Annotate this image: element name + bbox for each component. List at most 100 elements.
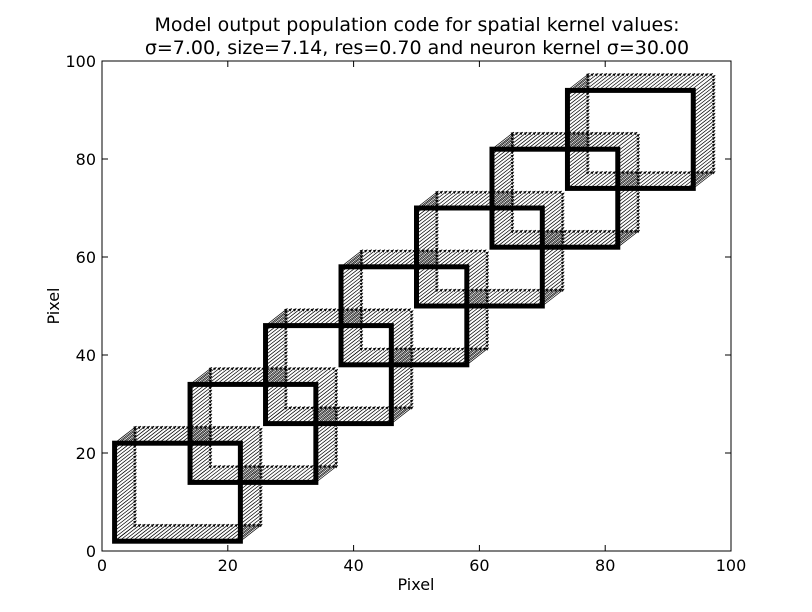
arrow-s5-top	[579, 131, 603, 150]
arrow-s1-right	[315, 399, 339, 418]
x-tick-label: 80	[595, 556, 615, 575]
arrow-s1-bottom	[291, 464, 314, 483]
arrow-s6-right	[693, 170, 716, 189]
arrow-s5-top	[509, 131, 532, 150]
arrow-s6-top	[633, 72, 656, 91]
arrow-s6-right	[693, 105, 716, 124]
arrow-s4-right	[542, 213, 565, 231]
arrow-s3-top	[389, 249, 412, 268]
arrow-s0-bottom	[158, 523, 181, 542]
arrow-s0-right	[240, 523, 263, 542]
arrow-s3-bottom	[406, 347, 430, 366]
x-tick-label: 60	[469, 556, 489, 575]
arrow-s4-top	[447, 190, 470, 209]
arrow-s2-bottom	[357, 406, 381, 424]
arrow-s0-right	[240, 441, 263, 460]
arrow-s4-bottom	[504, 288, 527, 307]
arrow-s0-left	[114, 462, 137, 480]
arrow-s3-right	[466, 285, 490, 304]
arrow-s4-left	[416, 216, 439, 235]
arrow-s1-top	[313, 366, 336, 385]
arrow-s5-right	[617, 168, 641, 186]
arrow-s2-top	[344, 308, 368, 326]
arrow-s3-top	[371, 249, 395, 268]
arrow-s5-left	[491, 226, 515, 245]
arrow-s1-bottom	[308, 464, 332, 483]
arrow-s1-bottom	[216, 464, 239, 483]
arrow-s5-left	[491, 178, 515, 197]
arrow-s2-bottom	[335, 406, 359, 424]
arrow-s3-right	[466, 254, 490, 273]
arrow-s5-left	[491, 171, 515, 190]
arrow-s6-left	[567, 109, 590, 127]
arrow-s4-bottom	[508, 288, 532, 307]
arrow-s4-top	[499, 190, 523, 209]
arrow-s5-bottom	[496, 229, 519, 248]
arrow-s5-top	[606, 131, 629, 150]
arrow-s0-left	[114, 455, 137, 473]
arrow-s2-left	[265, 347, 288, 366]
arrow-s4-bottom	[442, 288, 466, 307]
arrow-s1-right	[315, 396, 339, 415]
arrow-s6-bottom	[580, 170, 603, 189]
arrow-s4-left	[416, 195, 439, 214]
arrow-s3-left	[340, 292, 364, 311]
arrow-s2-left	[265, 337, 288, 356]
arrow-s1-right	[315, 458, 339, 476]
arrow-s5-right	[617, 144, 641, 162]
arrow-s5-bottom	[549, 229, 572, 248]
arrow-s5-bottom	[571, 229, 594, 248]
arrow-s2-right	[391, 330, 414, 349]
arrow-s5-right	[617, 133, 641, 152]
arrow-s5-top	[500, 131, 524, 150]
arrow-s2-top	[287, 308, 310, 326]
arrow-s4-right	[542, 199, 565, 218]
arrow-s1-bottom	[251, 464, 274, 483]
arrow-s6-top	[593, 72, 617, 91]
arrow-s5-top	[593, 131, 616, 150]
arrow-s5-left	[491, 137, 515, 155]
arrow-s1-bottom	[194, 464, 217, 483]
arrow-s2-right	[391, 382, 414, 400]
arrow-s1-right	[315, 461, 339, 480]
arrow-s5-bottom	[575, 229, 598, 248]
arrow-s0-right	[240, 444, 263, 463]
arrow-s1-right	[315, 427, 339, 445]
arrow-s6-right	[693, 153, 716, 172]
arrow-s4-right	[542, 288, 565, 307]
arrow-s0-bottom	[123, 523, 146, 542]
arrow-s3-bottom	[384, 347, 408, 366]
arrow-s4-bottom	[517, 288, 540, 307]
arrow-s6-right	[693, 119, 716, 138]
arrow-s5-left	[491, 154, 515, 173]
arrow-s5-right	[617, 198, 641, 217]
arrow-s0-top	[153, 425, 177, 444]
kernel-square-2	[187, 381, 319, 485]
arrow-s1-bottom	[203, 464, 226, 483]
arrow-s2-left	[265, 330, 288, 349]
arrow-s4-top	[420, 190, 444, 209]
arrow-s5-right	[617, 195, 641, 214]
arrow-s6-right	[693, 157, 716, 175]
arrow-s4-left	[416, 271, 439, 290]
arrow-s0-bottom	[153, 523, 177, 542]
arrow-s4-top	[513, 190, 536, 209]
arrow-s3-top	[354, 249, 377, 268]
arrow-s0-top	[162, 425, 186, 444]
arrow-s1-bottom	[242, 464, 266, 483]
arrow-s3-right	[466, 265, 490, 283]
arrow-s5-left	[491, 174, 515, 193]
arrow-s0-left	[114, 506, 137, 525]
arrow-s0-top	[220, 425, 243, 444]
x-tick-label: 100	[716, 556, 747, 575]
arrow-s5-bottom	[513, 229, 537, 248]
arrow-s0-top	[228, 425, 252, 444]
arrow-s3-bottom	[376, 347, 399, 366]
arrow-s2-left	[265, 378, 288, 397]
y-tick-label: 40	[76, 346, 96, 365]
arrow-s2-top	[309, 308, 332, 326]
arrow-s4-bottom	[469, 288, 492, 307]
arrow-s6-bottom	[602, 170, 625, 189]
arrow-s6-bottom	[571, 170, 595, 189]
arrow-s5-bottom	[518, 229, 541, 248]
